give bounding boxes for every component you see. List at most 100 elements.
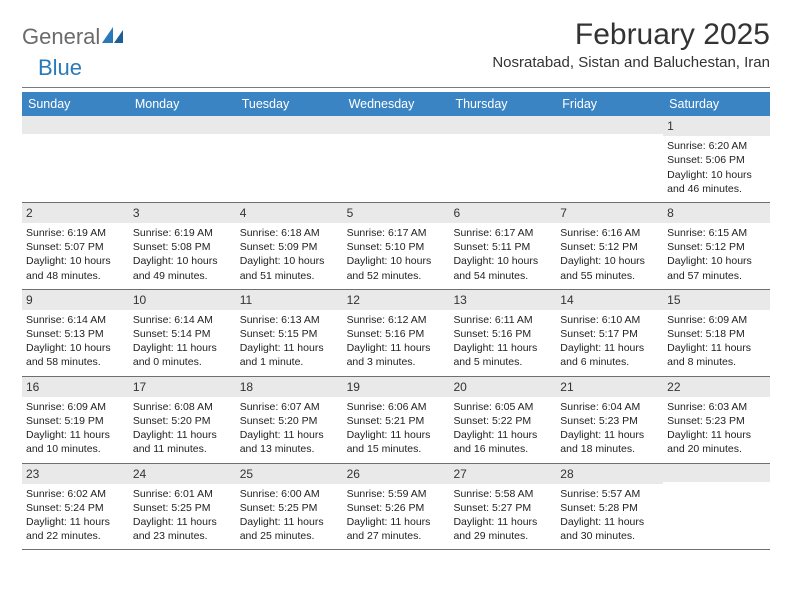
sunset-text: Sunset: 5:23 PM bbox=[667, 414, 766, 428]
day-number: 7 bbox=[556, 203, 663, 223]
sunrise-text: Sunrise: 6:05 AM bbox=[453, 400, 552, 414]
day-number: 23 bbox=[22, 464, 129, 484]
sunrise-text: Sunrise: 6:01 AM bbox=[133, 487, 232, 501]
weekday-header: Tuesday bbox=[236, 92, 343, 116]
day-number: 4 bbox=[236, 203, 343, 223]
day-number: 5 bbox=[343, 203, 450, 223]
day-cell bbox=[129, 116, 236, 202]
daylight-text: Daylight: 11 hours and 30 minutes. bbox=[560, 515, 659, 543]
day-number: 21 bbox=[556, 377, 663, 397]
sunset-text: Sunset: 5:28 PM bbox=[560, 501, 659, 515]
day-number: 20 bbox=[449, 377, 556, 397]
sunset-text: Sunset: 5:27 PM bbox=[453, 501, 552, 515]
day-number bbox=[236, 116, 343, 134]
day-cell: 17Sunrise: 6:08 AMSunset: 5:20 PMDayligh… bbox=[129, 377, 236, 463]
sunrise-text: Sunrise: 6:04 AM bbox=[560, 400, 659, 414]
day-number: 25 bbox=[236, 464, 343, 484]
sunset-text: Sunset: 5:25 PM bbox=[240, 501, 339, 515]
day-number bbox=[449, 116, 556, 134]
day-cell: 4Sunrise: 6:18 AMSunset: 5:09 PMDaylight… bbox=[236, 203, 343, 289]
day-cell: 9Sunrise: 6:14 AMSunset: 5:13 PMDaylight… bbox=[22, 290, 129, 376]
sunrise-text: Sunrise: 6:13 AM bbox=[240, 313, 339, 327]
sunrise-text: Sunrise: 6:00 AM bbox=[240, 487, 339, 501]
sunrise-text: Sunrise: 6:20 AM bbox=[667, 139, 766, 153]
sunset-text: Sunset: 5:16 PM bbox=[347, 327, 446, 341]
weekday-header: Friday bbox=[556, 92, 663, 116]
sunset-text: Sunset: 5:09 PM bbox=[240, 240, 339, 254]
day-cell bbox=[663, 464, 770, 550]
sunrise-text: Sunrise: 6:19 AM bbox=[26, 226, 125, 240]
calendar: Sunday Monday Tuesday Wednesday Thursday… bbox=[22, 92, 770, 550]
day-number: 9 bbox=[22, 290, 129, 310]
daylight-text: Daylight: 11 hours and 1 minute. bbox=[240, 341, 339, 369]
day-number: 8 bbox=[663, 203, 770, 223]
sunrise-text: Sunrise: 6:09 AM bbox=[26, 400, 125, 414]
weekday-header: Sunday bbox=[22, 92, 129, 116]
daylight-text: Daylight: 11 hours and 25 minutes. bbox=[240, 515, 339, 543]
sunrise-text: Sunrise: 6:19 AM bbox=[133, 226, 232, 240]
daylight-text: Daylight: 10 hours and 58 minutes. bbox=[26, 341, 125, 369]
sunset-text: Sunset: 5:13 PM bbox=[26, 327, 125, 341]
sunrise-text: Sunrise: 6:12 AM bbox=[347, 313, 446, 327]
day-number bbox=[22, 116, 129, 134]
weekday-header: Wednesday bbox=[343, 92, 450, 116]
daylight-text: Daylight: 11 hours and 16 minutes. bbox=[453, 428, 552, 456]
day-cell: 5 Sunrise: 6:17 AMSunset: 5:10 PMDaylight… bbox=[343, 203, 450, 289]
sunrise-text: Sunrise: 6:11 AM bbox=[453, 313, 552, 327]
sunrise-text: Sunrise: 6:03 AM bbox=[667, 400, 766, 414]
day-cell bbox=[236, 116, 343, 202]
day-cell bbox=[449, 116, 556, 202]
week-row: 23Sunrise: 6:02 AMSunset: 5:24 PMDayligh… bbox=[22, 464, 770, 551]
sunrise-text: Sunrise: 6:10 AM bbox=[560, 313, 659, 327]
day-cell: 7Sunrise: 6:16 AMSunset: 5:12 PMDaylight… bbox=[556, 203, 663, 289]
day-cell: 3Sunrise: 6:19 AMSunset: 5:08 PMDaylight… bbox=[129, 203, 236, 289]
day-cell: 19Sunrise: 6:06 AMSunset: 5:21 PMDayligh… bbox=[343, 377, 450, 463]
sunrise-text: Sunrise: 6:02 AM bbox=[26, 487, 125, 501]
sunset-text: Sunset: 5:21 PM bbox=[347, 414, 446, 428]
daylight-text: Daylight: 10 hours and 54 minutes. bbox=[453, 254, 552, 282]
weekday-header: Monday bbox=[129, 92, 236, 116]
daylight-text: Daylight: 10 hours and 52 minutes. bbox=[347, 254, 446, 282]
sunset-text: Sunset: 5:23 PM bbox=[560, 414, 659, 428]
daylight-text: Daylight: 11 hours and 3 minutes. bbox=[347, 341, 446, 369]
day-number: 17 bbox=[129, 377, 236, 397]
daylight-text: Daylight: 11 hours and 27 minutes. bbox=[347, 515, 446, 543]
day-cell: 16Sunrise: 6:09 AMSunset: 5:19 PMDayligh… bbox=[22, 377, 129, 463]
daylight-text: Daylight: 11 hours and 11 minutes. bbox=[133, 428, 232, 456]
sunset-text: Sunset: 5:07 PM bbox=[26, 240, 125, 254]
day-cell: 23Sunrise: 6:02 AMSunset: 5:24 PMDayligh… bbox=[22, 464, 129, 550]
day-cell: 25 Sunrise: 6:00 AMSunset: 5:25 PMDayligh… bbox=[236, 464, 343, 550]
day-cell bbox=[343, 116, 450, 202]
day-cell: 6Sunrise: 6:17 AMSunset: 5:11 PMDaylight… bbox=[449, 203, 556, 289]
day-number: 10 bbox=[129, 290, 236, 310]
day-cell: 15Sunrise: 6:09 AMSunset: 5:18 PMDayligh… bbox=[663, 290, 770, 376]
day-number: 3 bbox=[129, 203, 236, 223]
day-number: 2 bbox=[22, 203, 129, 223]
week-row: 9Sunrise: 6:14 AMSunset: 5:13 PMDaylight… bbox=[22, 290, 770, 377]
daylight-text: Daylight: 11 hours and 23 minutes. bbox=[133, 515, 232, 543]
daylight-text: Daylight: 11 hours and 5 minutes. bbox=[453, 341, 552, 369]
daylight-text: Daylight: 10 hours and 55 minutes. bbox=[560, 254, 659, 282]
weekday-header: Thursday bbox=[449, 92, 556, 116]
sunset-text: Sunset: 5:06 PM bbox=[667, 153, 766, 167]
sunset-text: Sunset: 5:18 PM bbox=[667, 327, 766, 341]
daylight-text: Daylight: 10 hours and 46 minutes. bbox=[667, 168, 766, 196]
sunset-text: Sunset: 5:08 PM bbox=[133, 240, 232, 254]
day-cell bbox=[22, 116, 129, 202]
sunset-text: Sunset: 5:22 PM bbox=[453, 414, 552, 428]
weekday-header: Saturday bbox=[663, 92, 770, 116]
week-row: 2Sunrise: 6:19 AMSunset: 5:07 PMDaylight… bbox=[22, 203, 770, 290]
day-number: 12 bbox=[343, 290, 450, 310]
sunset-text: Sunset: 5:10 PM bbox=[347, 240, 446, 254]
brand-part2: Blue bbox=[38, 55, 82, 80]
day-cell: 26Sunrise: 5:59 AMSunset: 5:26 PMDayligh… bbox=[343, 464, 450, 550]
day-number: 26 bbox=[343, 464, 450, 484]
sunrise-text: Sunrise: 6:17 AM bbox=[347, 226, 446, 240]
top-rule bbox=[22, 87, 770, 88]
day-number: 28 bbox=[556, 464, 663, 484]
day-cell: 14Sunrise: 6:10 AMSunset: 5:17 PMDayligh… bbox=[556, 290, 663, 376]
day-cell: 1Sunrise: 6:20 AMSunset: 5:06 PMDaylight… bbox=[663, 116, 770, 202]
day-number: 13 bbox=[449, 290, 556, 310]
day-number bbox=[343, 116, 450, 134]
sunrise-text: Sunrise: 6:08 AM bbox=[133, 400, 232, 414]
